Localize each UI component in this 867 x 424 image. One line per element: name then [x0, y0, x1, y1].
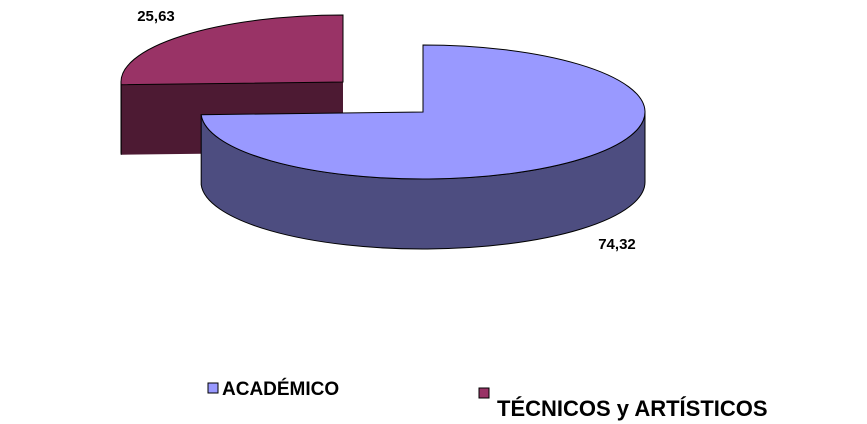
slice-top [200, 44, 646, 180]
slice-top [120, 14, 344, 86]
legend-swatch [478, 387, 490, 399]
legend-label: TÉCNICOS y ARTÍSTICOS [497, 396, 768, 421]
pie-slice [200, 44, 646, 250]
legend-label: ACADÉMICO [222, 378, 339, 400]
data-label: 74,32 [598, 236, 636, 253]
legend-swatch [207, 382, 219, 394]
data-label: 25,63 [137, 8, 175, 25]
